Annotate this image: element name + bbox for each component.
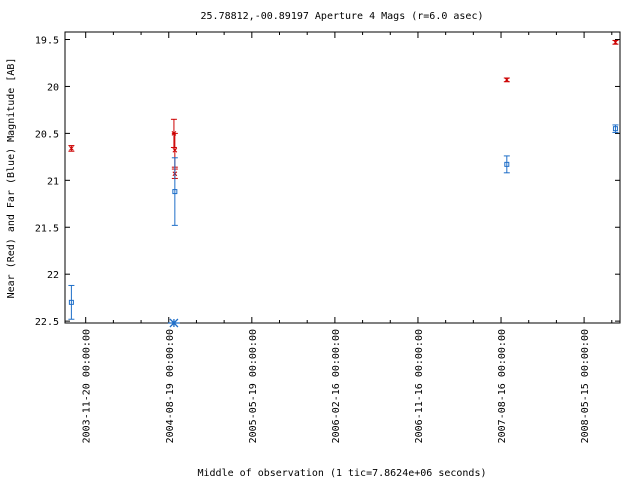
- y-tick-label: 21.5: [35, 223, 59, 234]
- data-point-far: [68, 299, 74, 305]
- plot-frame: [64, 31, 621, 324]
- y-tick-label: 22.5: [35, 317, 59, 328]
- data-point-near: [613, 39, 618, 45]
- x-axis: 2003-11-20 00:00:00 2004-08-19 00:00:00 20…: [82, 32, 613, 443]
- y-tick-label: 19.5: [35, 36, 59, 47]
- y-tick-label: 22: [47, 270, 59, 281]
- x-axis-label: Middle of observation (1 tic=7.8624e+06 …: [198, 468, 487, 479]
- x-tick-label: 2006-11-16 00:00:00: [414, 329, 425, 443]
- data-point-near: [504, 77, 510, 83]
- y-tick-label: 20.5: [35, 129, 59, 140]
- y-axis: 19.5 20 20.5 21 21.5 22 22.5: [35, 36, 620, 328]
- x-tick-label: 2008-05-15 00:00:00: [580, 329, 591, 443]
- data-marks: [68, 39, 619, 328]
- data-point-limit: [167, 318, 180, 328]
- y-tick-label: 20: [47, 82, 59, 93]
- data-point-far: [172, 189, 178, 195]
- x-tick-label: 2004-08-19 00:00:00: [165, 329, 176, 443]
- chart-title: 25.78812,-00.89197 Aperture 4 Mags (r=6.…: [201, 11, 484, 22]
- data-point-near: [69, 146, 74, 151]
- x-tick-label: 2005-05-19 00:00:00: [248, 329, 259, 443]
- x-tick-label: 2003-11-20 00:00:00: [82, 329, 93, 443]
- data-point-near: [172, 147, 178, 153]
- y-axis-label: Near (Red) and Far (Blue) Magnitude [AB]: [6, 58, 17, 299]
- x-tick-label: 2006-02-16 00:00:00: [331, 329, 342, 443]
- data-point-far: [504, 161, 510, 167]
- data-point-far: [612, 126, 618, 132]
- x-tick-label: 2007-08-16 00:00:00: [497, 329, 508, 443]
- y-tick-label: 21: [47, 176, 59, 187]
